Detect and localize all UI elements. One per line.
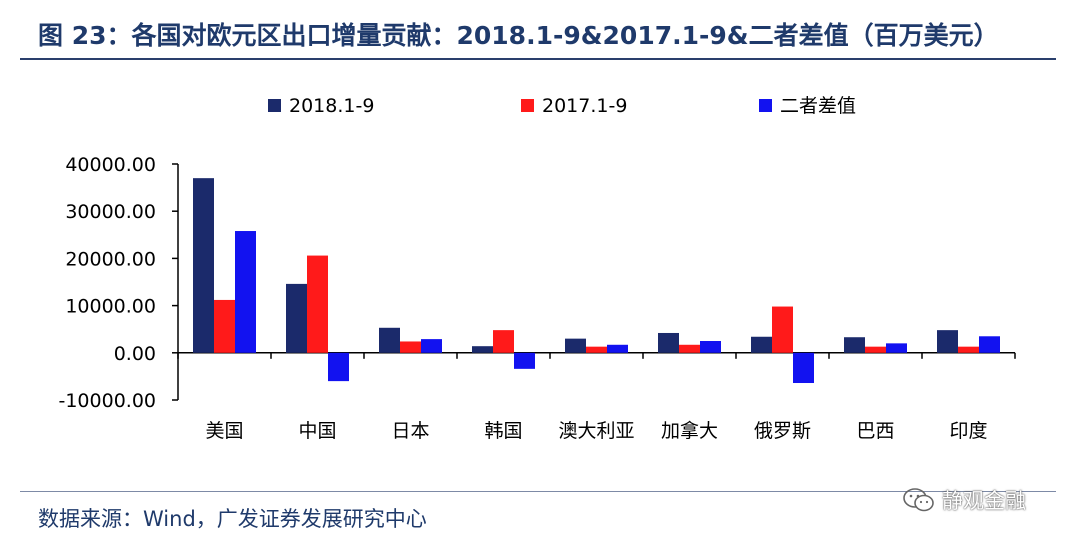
bar-0-2 (379, 327, 400, 353)
x-categories: 美国 中国 日本 韩国 澳大利亚 加拿大 俄罗斯 巴西 印度 (205, 419, 987, 442)
watermark-text: 静观金融 (942, 489, 1026, 513)
bar-1-4 (586, 346, 607, 353)
category-label: 俄罗斯 (754, 420, 811, 442)
y-tick-label: -10000.00 (58, 390, 156, 412)
bar-0-8 (937, 330, 958, 353)
bar-1-3 (493, 330, 514, 353)
bar-1-6 (772, 306, 793, 353)
bar-1-0 (214, 299, 235, 353)
wechat-icon (903, 488, 934, 512)
bar-1-8 (958, 346, 979, 353)
bar-2-6 (793, 352, 814, 384)
bar-0-4 (565, 338, 586, 353)
title-divider (20, 58, 1056, 60)
bar-1-1 (307, 255, 328, 353)
bar-2-3 (514, 352, 535, 369)
chart-title: 图 23：各国对欧元区出口增量贡献：2018.1-9&2017.1-9&二者差值… (38, 21, 999, 50)
y-tick-label: 10000.00 (65, 296, 156, 318)
bar-2-1 (328, 352, 349, 382)
bar-0-6 (751, 336, 772, 353)
bar-2-8 (979, 336, 1000, 353)
legend-swatch-1 (521, 99, 534, 112)
category-label: 日本 (391, 420, 429, 442)
y-tick-label: 30000.00 (65, 201, 156, 223)
legend: 2018.1-9 2017.1-9 二者差值 (268, 95, 856, 117)
category-label: 美国 (205, 420, 243, 442)
category-label: 加拿大 (661, 419, 718, 442)
category-label: 澳大利亚 (558, 420, 634, 442)
bar-chart: 2018.1-9 2017.1-9 二者差值 40000.00 30000.00 200… (58, 95, 1016, 442)
category-label: 中国 (298, 420, 336, 442)
y-tick-label: 40000.00 (65, 154, 156, 176)
bar-2-5 (700, 341, 721, 353)
source-note: 数据来源：Wind，广发证券发展研究中心 (38, 507, 427, 531)
axes (172, 163, 1016, 401)
category-label: 巴西 (856, 420, 894, 442)
legend-label-2: 二者差值 (780, 95, 856, 117)
bar-2-2 (421, 339, 442, 353)
bar-1-2 (400, 341, 421, 353)
y-tick-label: 20000.00 (65, 248, 156, 270)
watermark: 静观金融 (902, 484, 1026, 516)
bar-1-5 (679, 344, 700, 353)
bar-0-5 (658, 332, 679, 353)
bar-0-3 (472, 346, 493, 353)
bar-0-1 (286, 283, 307, 353)
bar-2-4 (607, 344, 628, 353)
y-tick-label: 0.00 (114, 343, 156, 365)
bars (193, 178, 1000, 384)
bar-0-0 (193, 178, 214, 353)
category-label: 印度 (949, 420, 987, 442)
y-ticks: 40000.00 30000.00 20000.00 10000.00 0.00 -100… (58, 154, 156, 412)
legend-label-1: 2017.1-9 (542, 95, 627, 117)
legend-label-0: 2018.1-9 (289, 95, 374, 117)
bar-2-7 (886, 343, 907, 353)
category-label: 韩国 (484, 420, 522, 442)
bar-2-0 (235, 231, 256, 353)
bar-1-7 (865, 346, 886, 353)
legend-swatch-0 (268, 99, 281, 112)
bar-0-7 (844, 337, 865, 353)
legend-swatch-2 (759, 99, 772, 112)
footer-divider (20, 491, 1056, 492)
